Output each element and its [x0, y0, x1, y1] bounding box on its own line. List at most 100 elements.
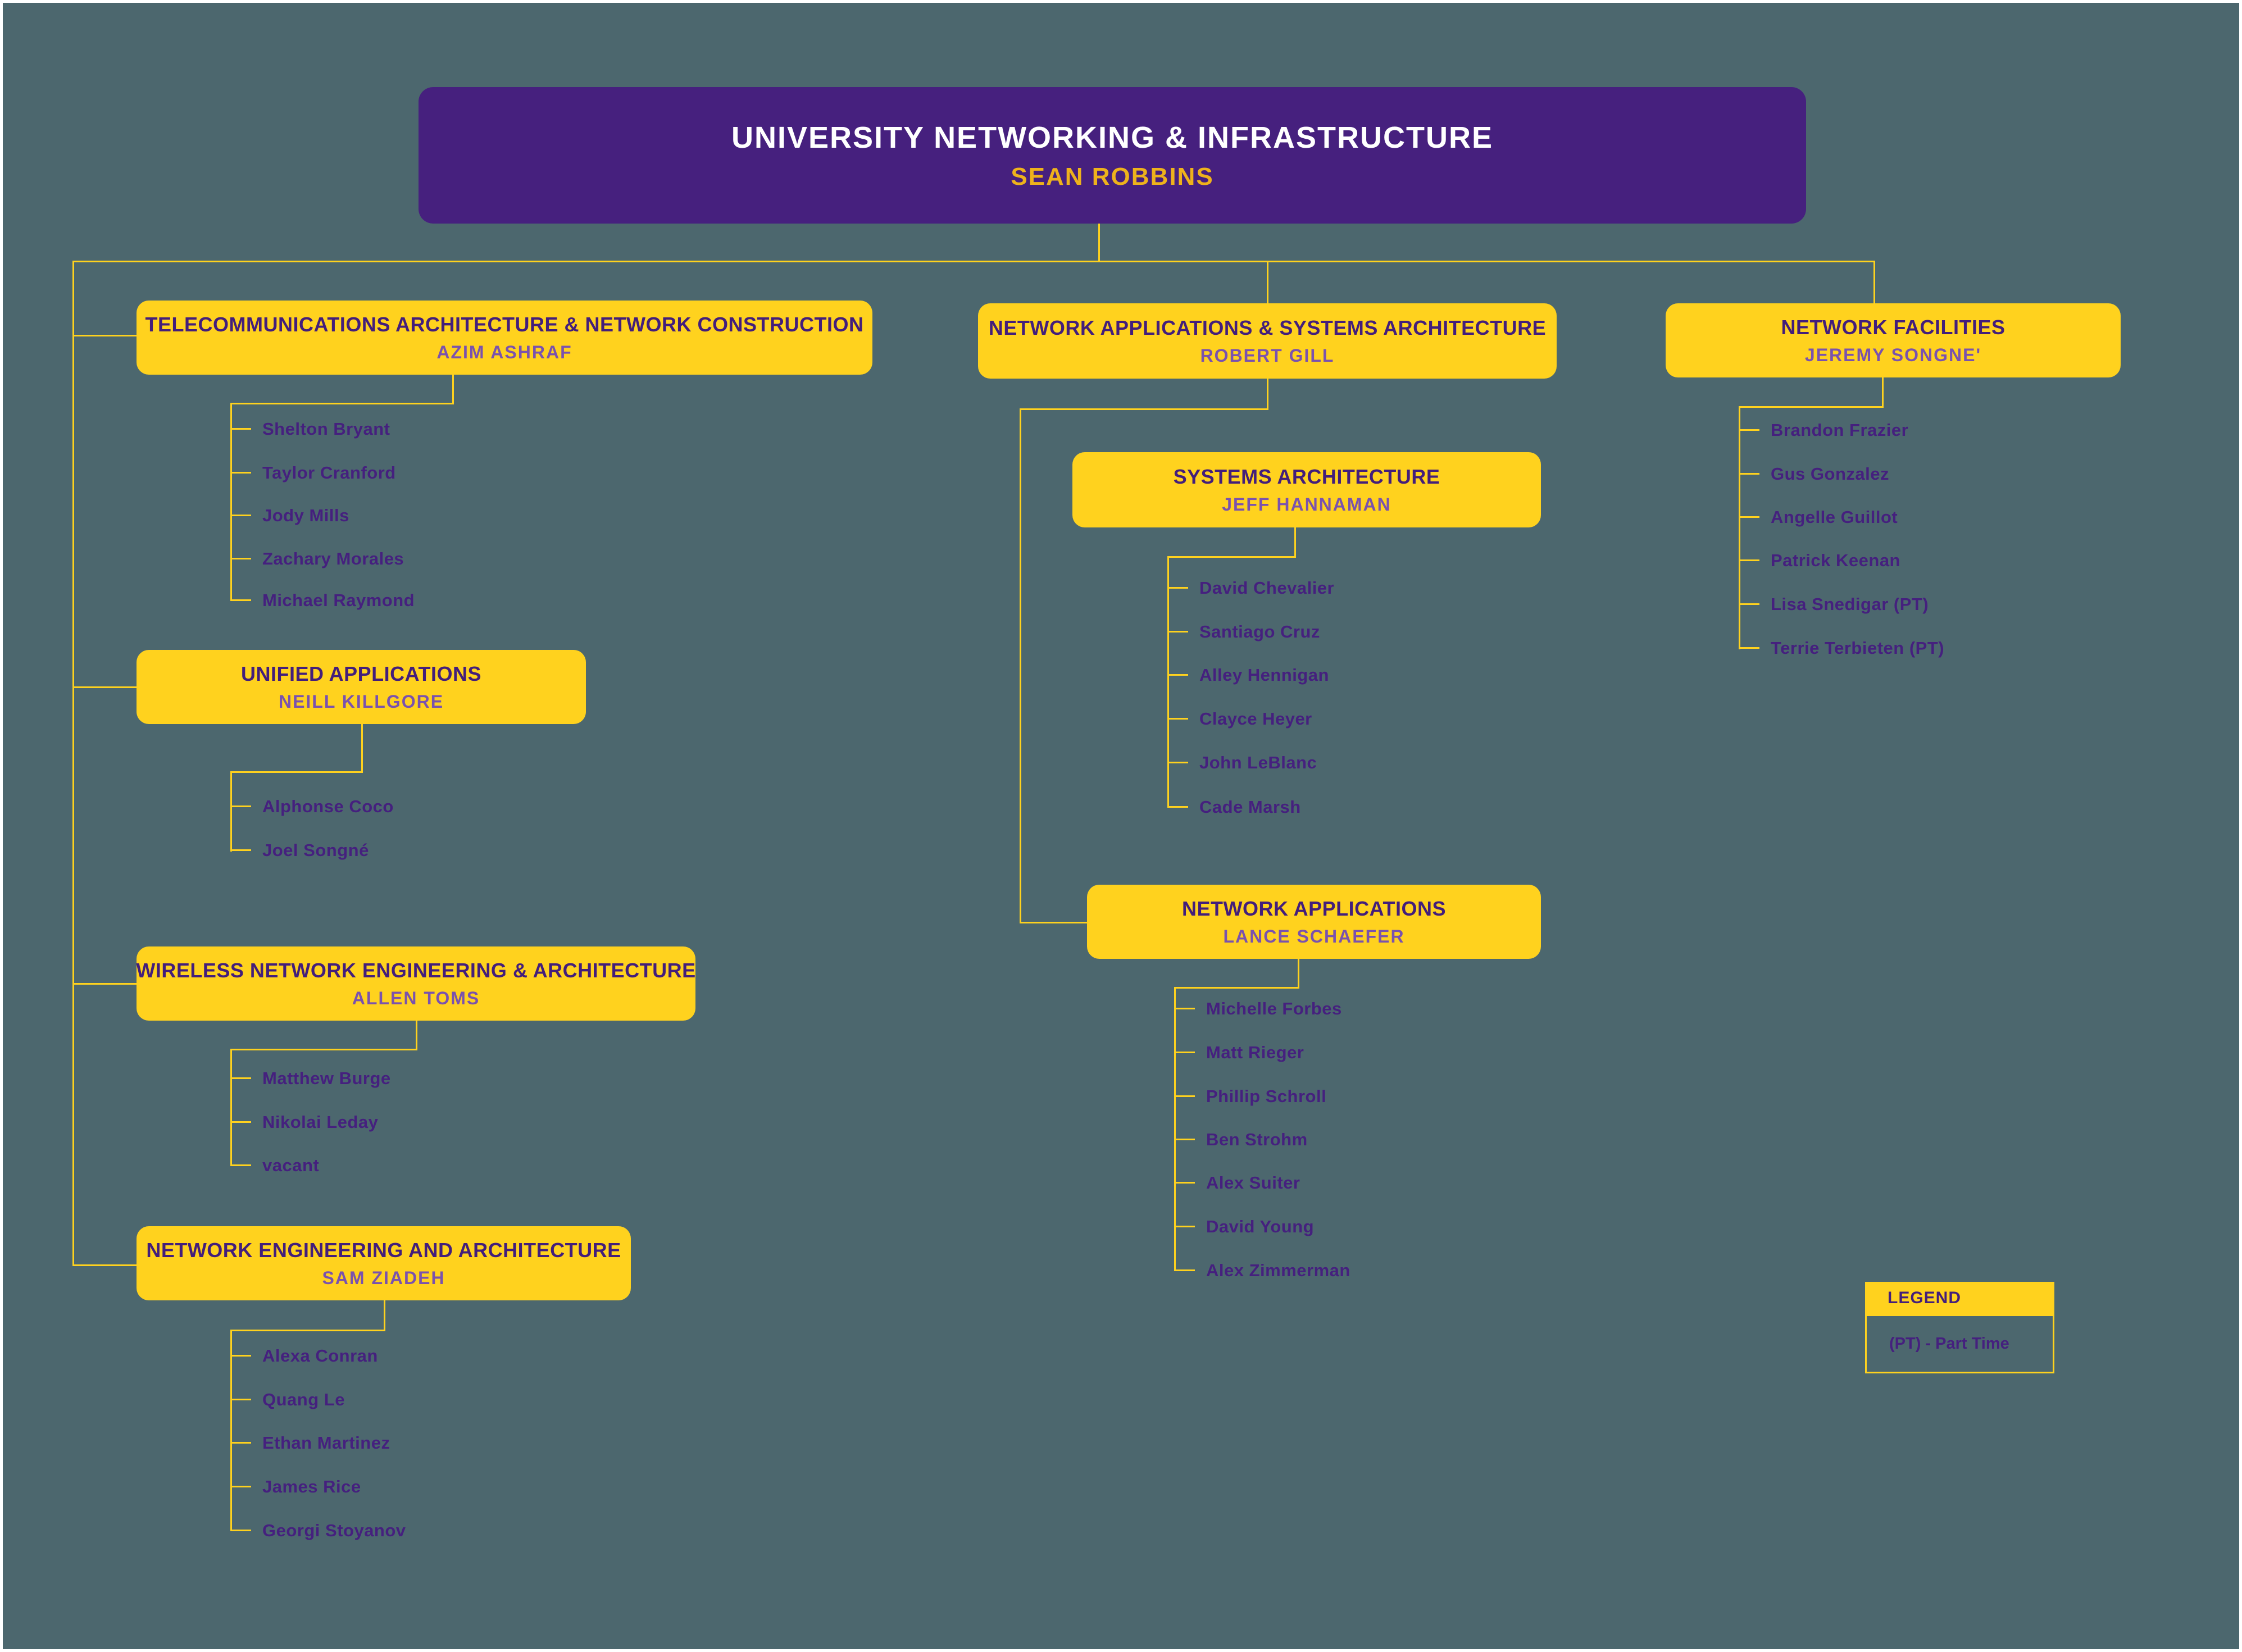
member-name: Alex Suiter	[1206, 1173, 1300, 1193]
connector-line	[1739, 516, 1759, 518]
connector-line	[230, 472, 251, 474]
member-name: Quang Le	[262, 1390, 345, 1409]
connector-line	[1167, 556, 1169, 808]
connector-line	[1298, 959, 1299, 989]
connector-line	[1739, 429, 1759, 431]
connector-line	[230, 599, 251, 601]
connector-line	[230, 1530, 251, 1531]
connector-line	[1174, 1226, 1195, 1227]
dept-box-systems-architecture: SYSTEMS ARCHITECTURE JEFF HANNAMAN	[1072, 452, 1541, 527]
connector-line	[1294, 527, 1296, 558]
member-name: James Rice	[262, 1477, 361, 1496]
connector-line	[1174, 1182, 1195, 1184]
connector-line	[230, 805, 251, 807]
connector-line	[1167, 762, 1188, 763]
connector-line	[1174, 1095, 1195, 1097]
connector-line	[1098, 224, 1100, 262]
dept-box-network-facilities: NETWORK FACILITIES JEREMY SONGNE'	[1666, 303, 2121, 377]
root-manager-name: SEAN ROBBINS	[1011, 162, 1214, 190]
connector-line	[1167, 556, 1296, 558]
member-name: Brandon Frazier	[1771, 420, 1909, 440]
connector-line	[1267, 261, 1268, 305]
dept-title: NETWORK APPLICATIONS	[1182, 896, 1446, 920]
connector-line	[230, 403, 232, 601]
connector-line	[230, 1164, 251, 1166]
connector-line	[72, 261, 74, 1266]
dept-title: TELECOMMUNICATIONS ARCHITECTURE & NETWOR…	[145, 312, 864, 336]
connector-line	[230, 1121, 251, 1123]
root-title: UNIVERSITY NETWORKING & INFRASTRUCTURE	[731, 120, 1494, 154]
connector-line	[1882, 377, 1884, 408]
dept-box-telecom-architecture: TELECOMMUNICATIONS ARCHITECTURE & NETWOR…	[137, 301, 872, 375]
connector-line	[361, 724, 363, 773]
member-name: Michael Raymond	[262, 590, 415, 610]
legend-entry: (PT) - Part Time	[1889, 1335, 2009, 1353]
connector-line	[1167, 718, 1188, 720]
member-name: Alexa Conran	[262, 1346, 378, 1366]
member-name: Patrick Keenan	[1771, 550, 1900, 570]
connector-line	[230, 515, 251, 516]
dept-title: NETWORK ENGINEERING AND ARCHITECTURE	[146, 1238, 621, 1262]
connector-line	[1167, 587, 1188, 589]
member-name: Clayce Heyer	[1199, 709, 1312, 729]
connector-line	[230, 558, 251, 559]
connector-line	[72, 686, 138, 688]
root-node-box: UNIVERSITY NETWORKING & INFRASTRUCTURE S…	[419, 87, 1806, 224]
member-name: Phillip Schroll	[1206, 1086, 1327, 1106]
member-name: John LeBlanc	[1199, 753, 1317, 772]
connector-line	[384, 1300, 385, 1331]
member-name: Ethan Martinez	[262, 1433, 390, 1453]
connector-line	[1267, 379, 1268, 410]
connector-line	[416, 1021, 417, 1050]
dept-box-network-applications: NETWORK APPLICATIONS LANCE SCHAEFER	[1087, 885, 1541, 959]
connector-line	[452, 375, 454, 404]
member-name: vacant	[262, 1155, 320, 1175]
dept-manager-name: JEFF HANNAMAN	[1222, 494, 1391, 515]
dept-title: SYSTEMS ARCHITECTURE	[1173, 465, 1440, 488]
dept-manager-name: JEREMY SONGNE'	[1804, 344, 1982, 365]
member-name: Matthew Burge	[262, 1068, 391, 1088]
member-name: Shelton Bryant	[262, 419, 390, 439]
member-name: Angelle Guillot	[1771, 507, 1898, 527]
connector-line	[230, 1077, 251, 1079]
member-name: David Chevalier	[1199, 578, 1335, 598]
connector-line	[1174, 987, 1299, 989]
connector-line	[230, 1442, 251, 1444]
connector-line	[230, 771, 232, 852]
connector-line	[1739, 603, 1759, 605]
member-name: Lisa Snedigar (PT)	[1771, 594, 1929, 614]
connector-line	[72, 983, 138, 985]
member-name: Joel Songné	[262, 840, 369, 860]
dept-title: NETWORK FACILITIES	[1781, 315, 2005, 339]
connector-line	[1174, 1008, 1195, 1009]
dept-box-wireless-network: WIRELESS NETWORK ENGINEERING & ARCHITECT…	[136, 946, 695, 1021]
dept-manager-name: ALLEN TOMS	[352, 987, 480, 1008]
connector-line	[230, 403, 454, 404]
connector-line	[1873, 261, 1875, 305]
connector-line	[230, 1330, 232, 1531]
member-name: Michelle Forbes	[1206, 999, 1342, 1018]
connector-line	[230, 849, 251, 851]
dept-box-netapps-systems-architecture: NETWORK APPLICATIONS & SYSTEMS ARCHITECT…	[978, 303, 1557, 379]
member-name: Georgi Stoyanov	[262, 1521, 406, 1540]
dept-title: UNIFIED APPLICATIONS	[240, 662, 481, 685]
connector-line	[230, 1049, 417, 1050]
member-name: Nikolai Leday	[262, 1112, 379, 1132]
dept-manager-name: LANCE SCHAEFER	[1223, 926, 1405, 946]
connector-line	[230, 771, 363, 773]
member-name: Zachary Morales	[262, 549, 404, 568]
member-name: David Young	[1206, 1217, 1315, 1236]
member-name: Matt Rieger	[1206, 1043, 1304, 1062]
member-name: Alex Zimmerman	[1206, 1260, 1350, 1280]
connector-line	[72, 335, 138, 336]
dept-box-network-engineering: NETWORK ENGINEERING AND ARCHITECTURE SAM…	[137, 1226, 631, 1300]
dept-manager-name: SAM ZIADEH	[322, 1267, 445, 1288]
connector-line	[1020, 408, 1268, 410]
connector-line	[1174, 1269, 1195, 1271]
connector-line	[230, 428, 251, 430]
dept-title: NETWORK APPLICATIONS & SYSTEMS ARCHITECT…	[988, 316, 1547, 339]
connector-line	[230, 1355, 251, 1357]
connector-line	[1174, 987, 1176, 1271]
connector-line	[1739, 647, 1759, 649]
connector-line	[1167, 631, 1188, 632]
